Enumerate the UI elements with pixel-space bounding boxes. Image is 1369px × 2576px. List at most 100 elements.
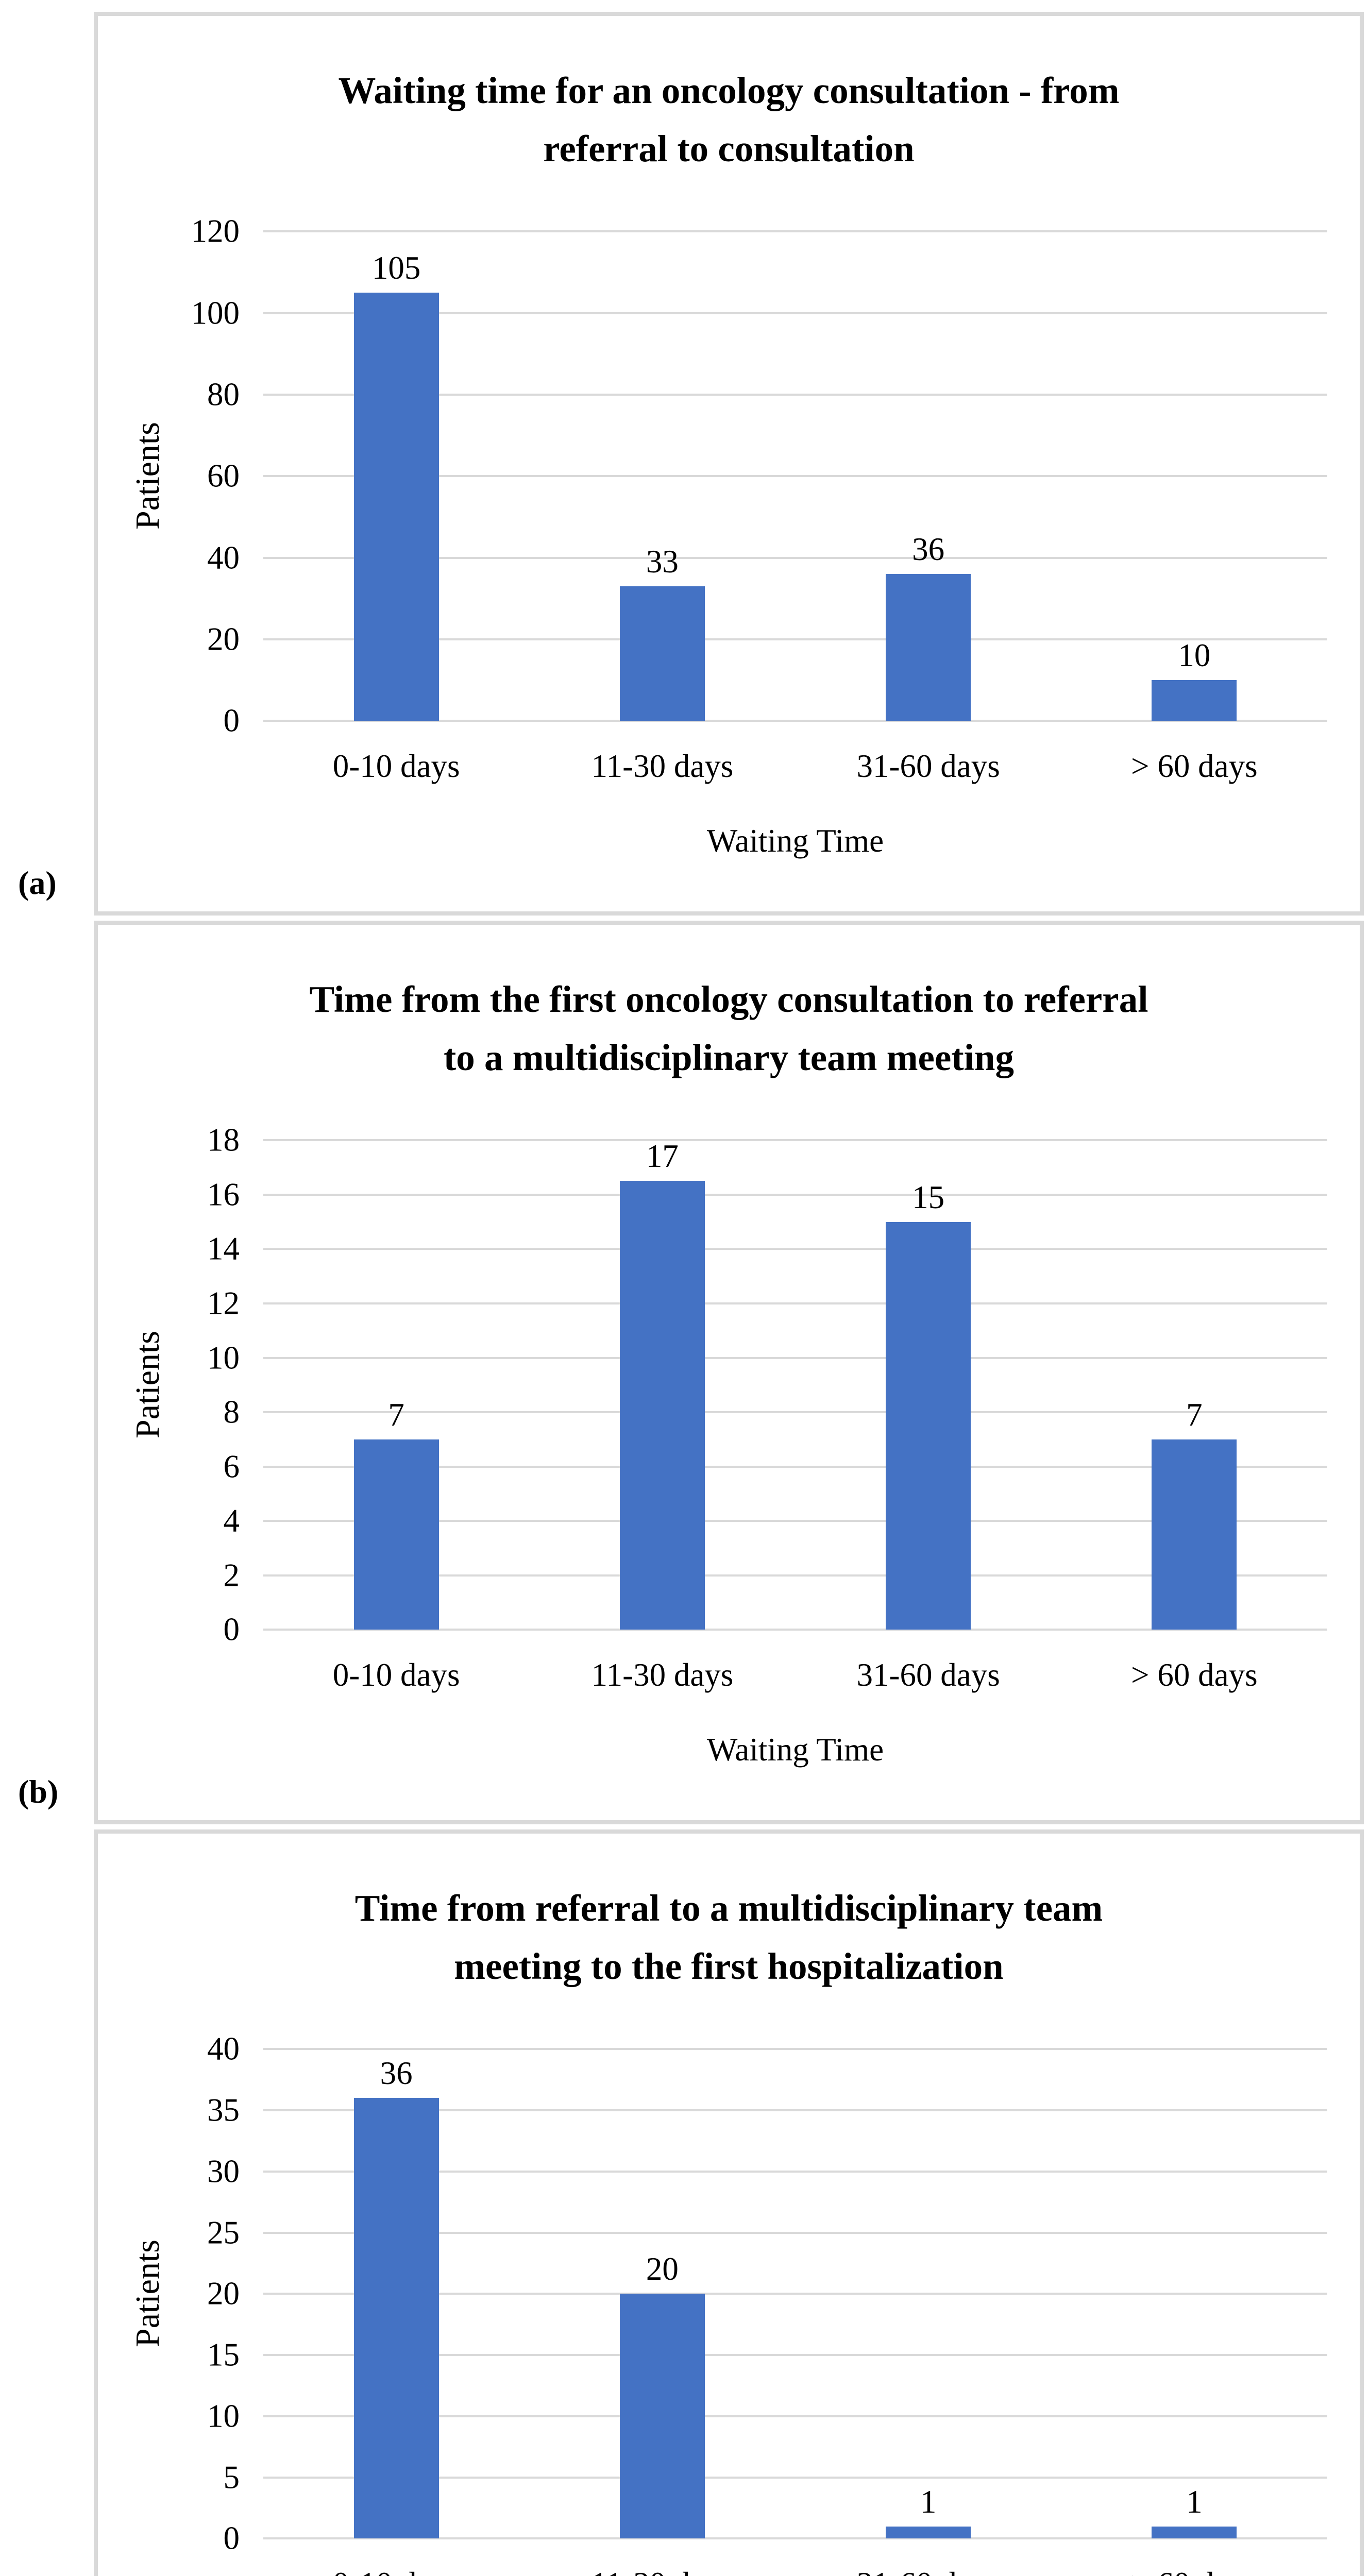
gridline: [263, 1248, 1327, 1250]
bar-value-label: 1: [920, 2483, 937, 2520]
bars-layer: 105 33 36 10: [263, 231, 1327, 721]
bar-slot: 15: [796, 1140, 1061, 1630]
bar: [619, 1181, 705, 1630]
bar-chart-c: Patients 40 35 30 25 20 15 10 5 0 36 20 1 1 0-10 da…: [126, 2031, 1331, 2576]
y-tick-label: 80: [207, 376, 240, 413]
x-tick-label: 11-30 days: [529, 2565, 795, 2576]
gridline: [263, 1629, 1327, 1631]
y-tick-label: 0: [223, 702, 240, 739]
bar: [1152, 680, 1237, 721]
bar-chart-b: Patients 18 16 14 12 10 8 6 4 2 0 7 17 15 7 0-10 day…: [126, 1122, 1331, 1769]
y-tick-label: 5: [223, 2459, 240, 2496]
gridline: [263, 475, 1327, 478]
x-tick-label: > 60 days: [1131, 1657, 1258, 1693]
plot-area: 36 20 1 1: [263, 2048, 1327, 2540]
plot-area: 105 33 36 10: [263, 230, 1327, 722]
x-tick-label: 0-10 days: [332, 1657, 460, 1693]
chart-title-line: to a multidisciplinary team meeting: [443, 1037, 1015, 1079]
gridline: [263, 2170, 1327, 2173]
bar-value-label: 17: [646, 1138, 679, 1175]
x-tick-label: > 60 days: [1131, 748, 1258, 785]
gridline: [263, 230, 1327, 233]
bar-slot: 1: [796, 2049, 1061, 2539]
chart-title-line: Waiting time for an oncology consultatio…: [338, 70, 1120, 111]
y-tick-label: 100: [191, 295, 240, 331]
y-tick-label: 40: [207, 539, 240, 576]
y-tick-label: 6: [223, 1448, 240, 1485]
gridline: [263, 2048, 1327, 2050]
x-axis-tick-labels: 0-10 days 11-30 days 31-60 days > 60 days: [263, 1656, 1327, 1694]
bar: [886, 574, 971, 721]
chart-title-line: Time from referral to a multidisciplinar…: [354, 1887, 1103, 1929]
chart-title: Time from referral to a multidisciplinar…: [126, 1879, 1331, 1995]
chart-title-line: meeting to the first hospitalization: [454, 1945, 1004, 1988]
bar-slot: 36: [263, 2049, 529, 2539]
bar-value-label: 33: [646, 544, 679, 580]
y-tick-label: 0: [223, 2520, 240, 2556]
y-tick-label: 2: [223, 1557, 240, 1594]
y-tick-label: 30: [207, 2153, 240, 2190]
bar-value-label: 7: [1186, 1396, 1203, 1433]
gridline: [263, 638, 1327, 640]
bar-slot: 7: [1061, 1140, 1327, 1630]
y-tick-label: 40: [207, 2030, 240, 2067]
gridline: [263, 2415, 1327, 2417]
bar-value-label: 10: [1178, 637, 1211, 674]
x-axis-title: Waiting Time: [706, 1732, 884, 1768]
gridline: [263, 1411, 1327, 1414]
y-tick-label: 16: [207, 1176, 240, 1213]
x-tick-label: 11-30 days: [591, 748, 734, 785]
bar-value-label: 105: [371, 250, 421, 286]
y-tick-label: 18: [207, 1122, 240, 1158]
x-tick-label: 0-10 days: [263, 2565, 529, 2576]
gridline: [263, 1302, 1327, 1304]
y-axis-tick-labels: 40 35 30 25 20 15 10 5 0: [170, 2031, 240, 2556]
plot-area: 7 17 15 7: [263, 1139, 1327, 1631]
chart-title-line: Time from the first oncology consultatio…: [309, 978, 1148, 1020]
y-tick-label: 35: [207, 2092, 240, 2128]
y-axis-tick-labels: 18 16 14 12 10 8 6 4 2 0: [170, 1122, 240, 1648]
y-tick-label: 25: [207, 2214, 240, 2251]
bar-slot: 10: [1061, 231, 1327, 721]
gridline: [263, 1357, 1327, 1359]
y-tick-label: 15: [207, 2336, 240, 2373]
y-axis-title: Patients: [129, 2240, 166, 2348]
gridline: [263, 2293, 1327, 2295]
chart-panel-a: (a) Waiting time for an oncology consult…: [18, 12, 1364, 916]
y-axis-title: Patients: [129, 1331, 166, 1439]
gridline: [263, 720, 1327, 722]
gridline: [263, 1193, 1327, 1196]
y-tick-label: 20: [207, 2275, 240, 2312]
y-tick-label: 12: [207, 1285, 240, 1321]
bar-slot: 20: [529, 2049, 795, 2539]
x-tick-label: 0-10 days: [332, 748, 460, 785]
x-tick-label: > 60 days: [1061, 2565, 1327, 2576]
bar-value-label: 15: [912, 1179, 945, 1215]
plot-wrap: 105 33 36 10 0-10 days 11-30 days 31-60 days >…: [263, 230, 1327, 860]
x-tick-label: 11-30 days: [591, 1657, 734, 1693]
gridline: [263, 2109, 1327, 2112]
bar-value-label: 1: [1186, 2483, 1203, 2520]
x-axis-title: Waiting Time: [706, 823, 884, 859]
bar-value-label: 7: [388, 1396, 404, 1433]
bar-value-label: 36: [380, 2055, 413, 2092]
chart-panel-c: (c) Time from referral to a multidiscipl…: [94, 1829, 1364, 2576]
panel-label-b: (b): [18, 1773, 59, 1810]
bar: [1152, 1439, 1237, 1630]
y-tick-label: 120: [191, 213, 240, 249]
bar: [619, 2294, 705, 2539]
bar: [619, 586, 705, 721]
bars-layer: 7 17 15 7: [263, 1140, 1327, 1630]
x-tick-label: 31-60 days: [856, 1657, 1000, 1693]
bar: [1152, 2526, 1237, 2539]
figure: (a) Waiting time for an oncology consult…: [18, 12, 1364, 2576]
plot-wrap: 7 17 15 7 0-10 days 11-30 days 31-60 days > 60…: [263, 1139, 1327, 1769]
y-tick-label: 10: [207, 1340, 240, 1376]
bar: [353, 1439, 439, 1630]
bar-slot: 33: [529, 231, 795, 721]
gridline: [263, 393, 1327, 396]
bar-value-label: 36: [912, 531, 945, 568]
chart-panel-b: (b) Time from the first oncology consult…: [18, 921, 1364, 1824]
bar: [353, 293, 439, 721]
